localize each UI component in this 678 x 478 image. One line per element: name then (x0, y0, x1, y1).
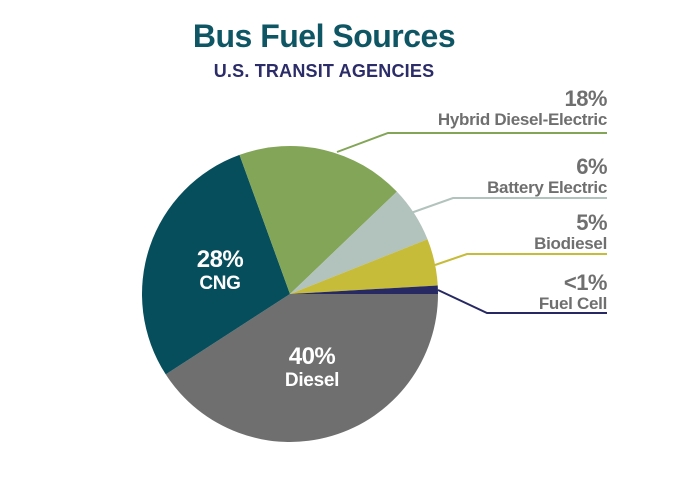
chart-title: Bus Fuel Sources (192, 18, 456, 54)
chart-header: Bus Fuel Sources U.S. TRANSIT AGENCIES (0, 18, 648, 81)
pie-slice-hybrid-diesel-electric (239, 146, 397, 294)
biodiesel-percent: 5% (576, 210, 607, 235)
pie-slice-fuel-cell (290, 285, 438, 294)
hybrid-diesel-electric-label: Hybrid Diesel-Electric (437, 110, 607, 129)
chart-subtitle: U.S. TRANSIT AGENCIES (213, 61, 435, 81)
leader-line-hybrid-diesel-electric (336, 132, 607, 153)
callout-battery-electric: 6% Battery Electric (487, 154, 607, 198)
pie-slice-cng (142, 154, 290, 375)
hybrid-diesel-electric-percent: 18% (564, 86, 607, 111)
pie-slice-diesel (165, 294, 438, 442)
fuel-cell-label: Fuel Cell (538, 294, 607, 313)
battery-electric-label: Battery Electric (487, 178, 607, 197)
leader-line-biodiesel (434, 253, 607, 266)
battery-electric-percent: 6% (576, 154, 607, 179)
leader-line-battery-electric (407, 197, 607, 215)
leader-line-fuel-cell (437, 289, 607, 314)
fuel-cell-percent: <1% (563, 270, 608, 295)
callout-fuel-cell: <1% Fuel Cell (538, 270, 608, 314)
pie-slice-battery-electric (290, 191, 428, 294)
biodiesel-label: Biodiesel (534, 234, 607, 253)
pie (142, 146, 438, 442)
callout-hybrid-diesel-electric: 18% Hybrid Diesel-Electric (437, 86, 608, 130)
callout-biodiesel: 5% Biodiesel (534, 210, 607, 254)
callout-leader-lines (336, 132, 607, 314)
pie-slice-biodiesel (290, 239, 438, 294)
